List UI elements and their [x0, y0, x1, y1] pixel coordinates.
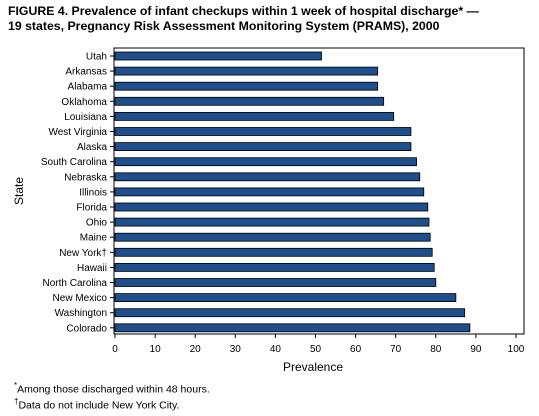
x-tick-label: 10	[150, 344, 162, 355]
x-tick-label: 50	[310, 344, 322, 355]
category-label: Utah	[86, 52, 107, 63]
category-labels: Utah Arkansas Alabama Oklahoma Louisiana West…	[41, 52, 114, 334]
category-label: New Mexico	[53, 293, 108, 304]
footnote-1-text: Among those discharged within 48 hours.	[17, 383, 210, 396]
bar	[114, 293, 457, 303]
bar	[114, 112, 395, 121]
category-label: Oklahoma	[61, 97, 107, 108]
bar	[114, 247, 433, 257]
category-label: Ohio	[86, 218, 108, 229]
x-tick-label: 40	[270, 344, 282, 355]
bar	[114, 278, 437, 287]
bar	[114, 96, 385, 106]
bar	[114, 142, 412, 152]
x-tick-label: 80	[430, 344, 442, 355]
bar	[114, 66, 379, 76]
category-label: New York†	[59, 248, 107, 259]
x-tick-label: 0	[112, 344, 118, 355]
y-axis-label: State	[12, 177, 26, 205]
category-label: Illinois	[79, 187, 107, 198]
x-tick-label: 30	[230, 344, 242, 355]
bar	[114, 217, 430, 227]
footnote-2-marker: †	[14, 396, 19, 406]
x-tick-label: 70	[390, 344, 402, 355]
footnote-1-marker: *	[14, 381, 18, 390]
category-label: Alaska	[77, 142, 107, 153]
category-label: Nebraska	[64, 172, 107, 183]
figure-title-line-2: 19 states, Pregnancy Risk Assessment Mon…	[8, 19, 440, 33]
footnote-1: *Among those discharged within 48 hours.	[14, 380, 210, 396]
bar	[114, 323, 471, 333]
bar	[114, 127, 412, 136]
category-label: Louisiana	[64, 112, 107, 123]
x-tick-label: 20	[190, 344, 202, 355]
bar	[114, 232, 431, 242]
figure-title: FIGURE 4. Prevalence of infant checkups …	[8, 4, 536, 34]
category-label: West Virginia	[48, 127, 107, 138]
bar	[114, 187, 425, 197]
category-label: South Carolina	[41, 157, 108, 168]
figure-title-line-1: FIGURE 4. Prevalence of infant checkups …	[8, 4, 479, 18]
category-label: Colorado	[66, 323, 107, 334]
category-label: Alabama	[68, 82, 108, 93]
category-label: Florida	[76, 203, 107, 214]
x-tick-label: 90	[470, 344, 482, 355]
category-label: North Carolina	[43, 278, 108, 289]
bar	[114, 308, 466, 318]
bar	[114, 202, 429, 212]
x-tick-label: 60	[350, 344, 362, 355]
bar	[114, 51, 322, 61]
footnote-2: †Data do not include New York City.	[14, 396, 210, 412]
category-label: Maine	[80, 233, 108, 244]
bar	[114, 172, 421, 182]
bar-chart: Utah Arkansas Alabama Oklahoma Louisiana West…	[12, 47, 525, 374]
category-label: Hawaii	[77, 263, 107, 274]
x-axis: 0 10 20 30 40 50 60 70 80 90 100	[112, 334, 525, 355]
footnote-2-text: Data do not include New York City.	[18, 399, 180, 411]
bar	[114, 81, 379, 91]
plot-frame	[113, 47, 525, 335]
x-axis-label: Prevalence	[283, 360, 343, 374]
bar	[114, 262, 435, 272]
footnotes: *Among those discharged within 48 hours.…	[14, 380, 210, 411]
x-tick-label: 100	[508, 344, 525, 355]
bars	[114, 51, 471, 333]
category-label: Washington	[55, 308, 107, 319]
category-label: Arkansas	[65, 67, 107, 78]
bar	[114, 157, 417, 167]
